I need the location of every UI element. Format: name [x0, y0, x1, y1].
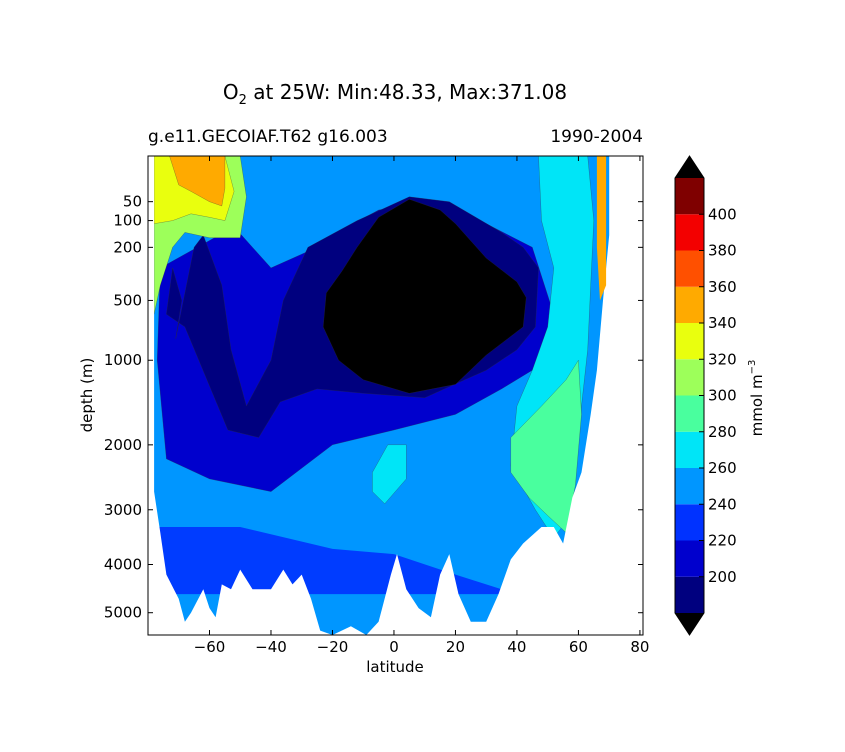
- x-tick-label: 60: [569, 638, 588, 656]
- colorbar-segment: [675, 214, 704, 251]
- x-tick-label: 20: [446, 638, 465, 656]
- chart-title-suffix: at 25W: Min:48.33, Max:371.08: [247, 80, 567, 104]
- x-tick-label: 80: [630, 638, 649, 656]
- colorbar-tick-label: 300: [708, 387, 737, 405]
- colorbar-label: mmol m−3: [747, 360, 766, 437]
- y-tick-label: 100: [113, 212, 142, 230]
- colorbar-label-units: mmol m: [748, 374, 766, 436]
- y-tick-label: 4000: [104, 555, 142, 573]
- x-tick-label: −20: [317, 638, 349, 656]
- y-axis-label: depth (m): [78, 358, 96, 433]
- colorbar-tick-label: 240: [708, 495, 737, 513]
- colorbar-outline: [674, 155, 705, 636]
- colorbar-extend-high: [675, 156, 704, 178]
- colorbar-segment: [675, 323, 704, 360]
- colorbar-tick-label: 280: [708, 423, 737, 441]
- x-tick-label: 0: [389, 638, 399, 656]
- y-tick-label: 200: [113, 238, 142, 256]
- y-tick-label: 500: [113, 291, 142, 309]
- colorbar-tick-label: 320: [708, 350, 737, 368]
- colorbar-segment: [675, 468, 704, 505]
- chart-subtitle-right: 1990-2004: [550, 127, 643, 147]
- colorbar-segment: [675, 286, 704, 323]
- chart-title: O2 at 25W: Min:48.33, Max:371.08: [223, 80, 567, 108]
- x-axis-label: latitude: [366, 658, 424, 676]
- colorbar-segment: [675, 250, 704, 287]
- chart-subtitle-left: g.e11.GECOIAF.T62 g16.003: [148, 127, 388, 147]
- region-near-surface-south-340: [169, 156, 226, 207]
- north-surface-strip-340: [596, 156, 607, 301]
- y-tick-label: 2000: [104, 436, 142, 454]
- colorbar-segment: [675, 576, 704, 613]
- colorbar-tick-label: 340: [708, 314, 737, 332]
- colorbar-label-exponent: −3: [747, 360, 758, 375]
- colorbar: 200 220 240 260 280 300 320 340 360 380 400: [674, 155, 737, 636]
- y-tick-label: 3000: [104, 501, 142, 519]
- plot-area: [147, 155, 644, 636]
- x-tick-label: 40: [507, 638, 526, 656]
- region-low-oxygen-core: [322, 199, 527, 394]
- seafloor-mask: [148, 156, 643, 635]
- y-tick-label: 50: [123, 193, 142, 211]
- colorbar-tick-label: 380: [708, 242, 737, 260]
- oxygen-field: [148, 156, 643, 635]
- x-tick-label: −40: [255, 638, 287, 656]
- x-axis: −60 −40 −20 0 20 40 60 80: [194, 156, 649, 656]
- colorbar-segment: [675, 395, 704, 432]
- colorbar-tick-label: 200: [708, 568, 737, 586]
- y-tick-label: 5000: [104, 604, 142, 622]
- colorbar-segment: [675, 540, 704, 577]
- chart-title-prefix: O: [223, 80, 239, 104]
- colorbar-segment: [675, 359, 704, 396]
- x-tick-label: −60: [194, 638, 226, 656]
- region-small-patch-260: [372, 444, 407, 505]
- y-tick-label: 1000: [104, 351, 142, 369]
- region-north-atlantic-300: [510, 359, 582, 534]
- colorbar-segment: [675, 504, 704, 541]
- colorbar-extend-low: [675, 613, 704, 635]
- colorbar-segment: [675, 431, 704, 468]
- colorbar-tick-label: 220: [708, 532, 737, 550]
- colorbar-tick-label: 400: [708, 205, 737, 223]
- chart-title-subscript: 2: [239, 93, 247, 108]
- plot-frame: [147, 155, 644, 636]
- colorbar-tick-label: 260: [708, 459, 737, 477]
- colorbar-tick-label: 360: [708, 278, 737, 296]
- colorbar-segment: [675, 178, 704, 215]
